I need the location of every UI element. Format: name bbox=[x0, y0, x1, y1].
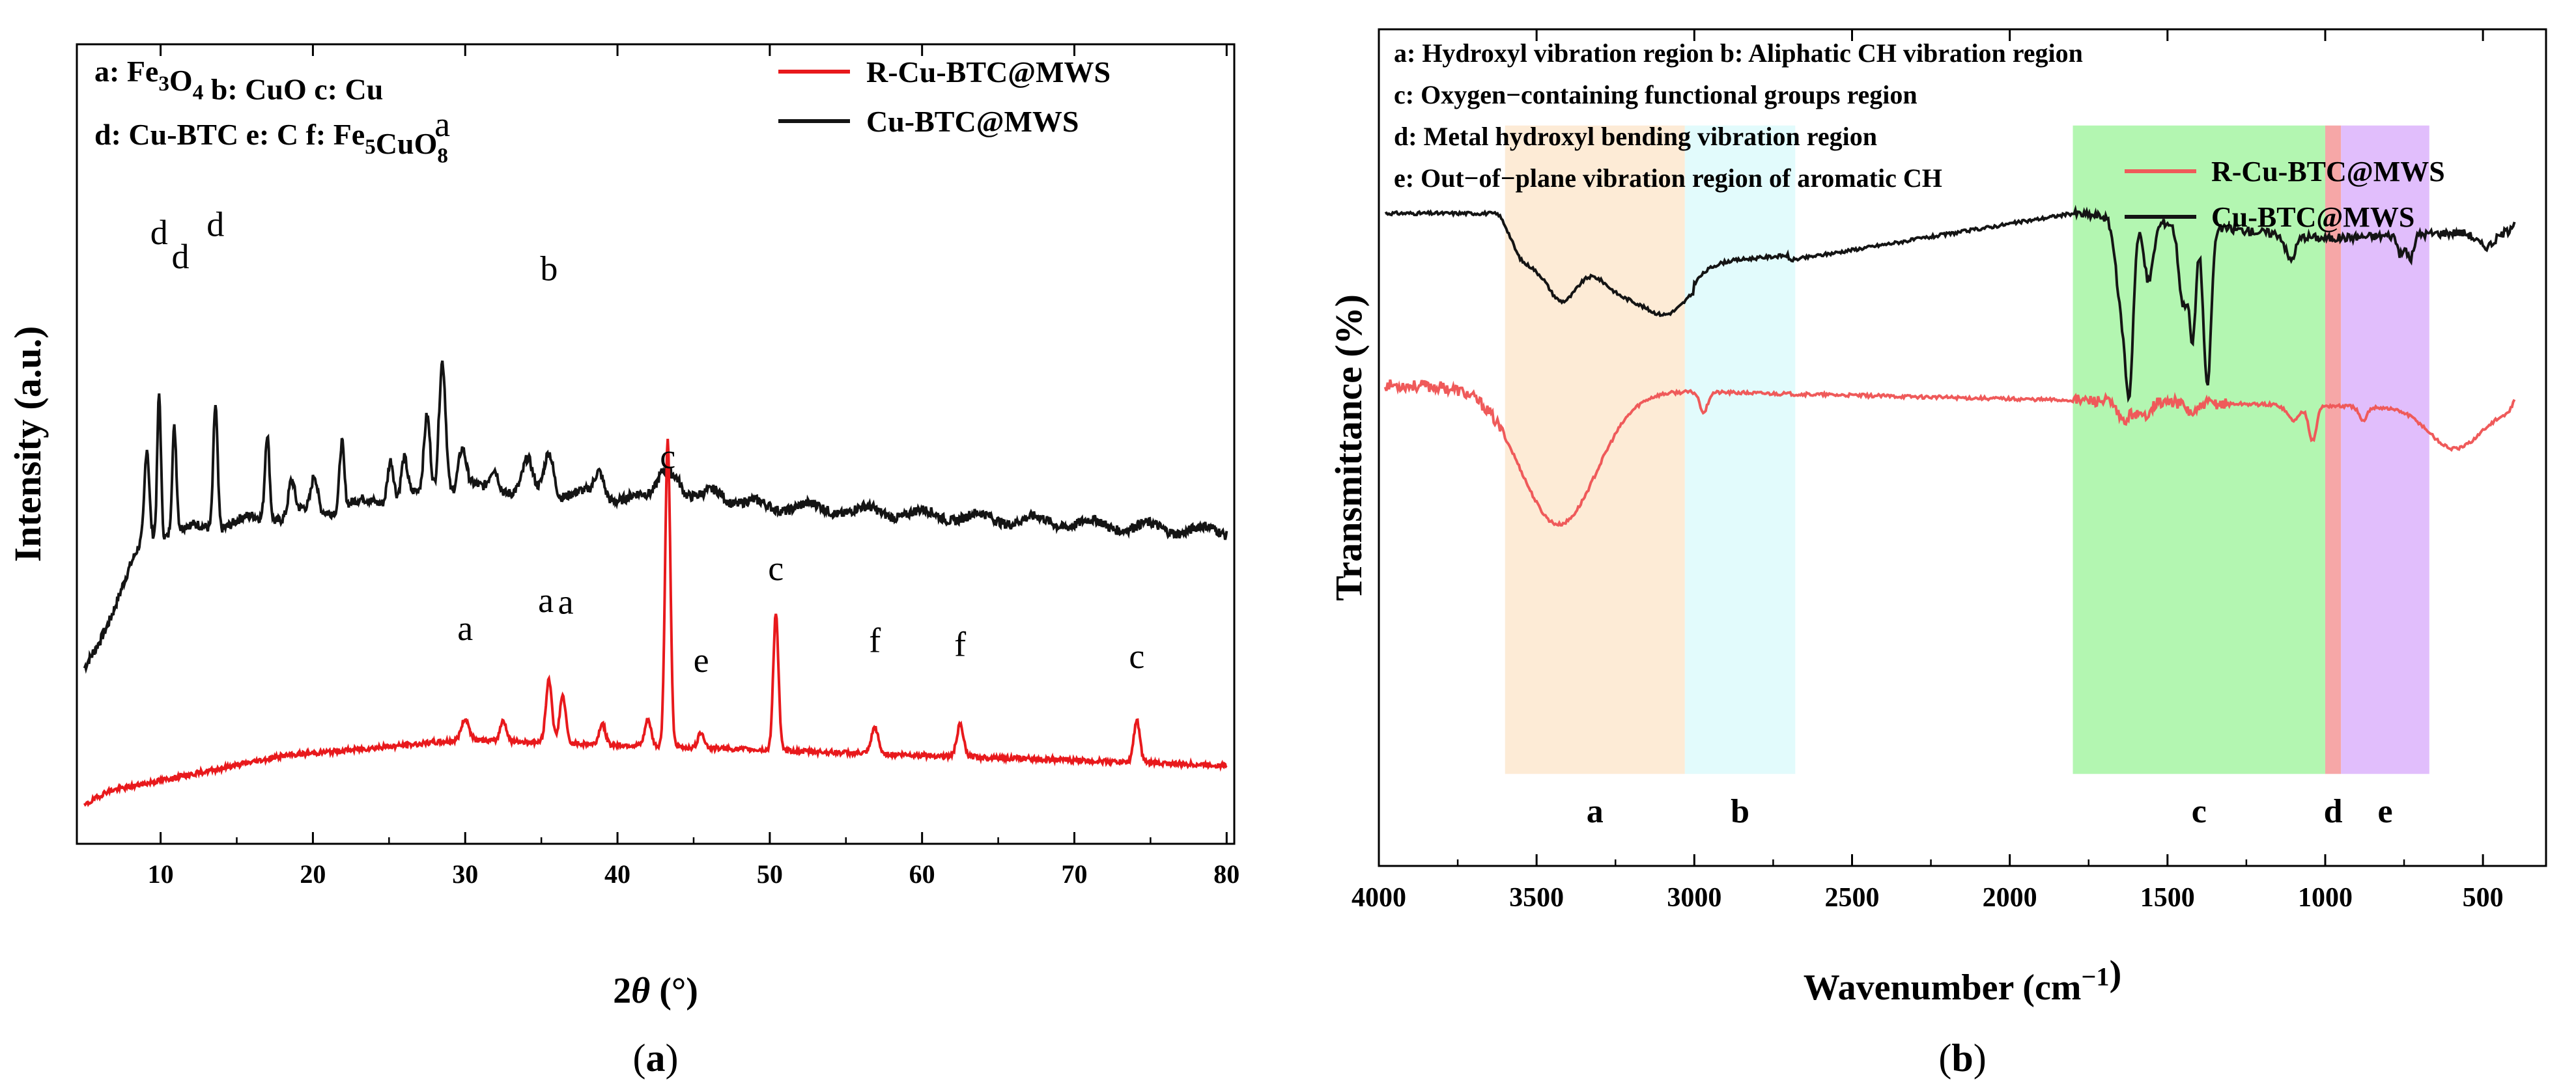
panel-sublabel-part: ( bbox=[633, 1037, 646, 1079]
x-axis-title-part: Wavenumber (cm bbox=[1804, 968, 2082, 1008]
peak-label: c bbox=[1129, 637, 1144, 676]
series-line-cu-btc-mws bbox=[1384, 204, 2516, 403]
series-line-r-cu-btc-mws bbox=[83, 438, 1228, 807]
x-axis-title-part: 2 bbox=[613, 971, 631, 1011]
region-label: c bbox=[2192, 793, 2207, 830]
x-tick-label: 3500 bbox=[1509, 883, 1564, 913]
phase-key-line-1-part: O bbox=[169, 64, 193, 97]
x-tick-label: 50 bbox=[757, 859, 783, 889]
phase-key-line-2-part: CuO bbox=[376, 127, 438, 160]
legend-label: Cu-BTC@MWS bbox=[2211, 201, 2414, 233]
panel-sublabel-part: a bbox=[646, 1037, 666, 1079]
panel-sublabel-part: ( bbox=[1938, 1037, 1951, 1079]
region-band-b bbox=[1684, 125, 1796, 774]
region-label: d bbox=[2324, 793, 2343, 830]
phase-key-line-1-part: a: Fe bbox=[94, 55, 158, 88]
x-tick-label: 2500 bbox=[1824, 883, 1879, 913]
panel-sublabel: (b) bbox=[1938, 1037, 1986, 1079]
x-tick-label: 3000 bbox=[1667, 883, 1721, 913]
x-tick-label: 4000 bbox=[1352, 883, 1406, 913]
phase-key-line-2-part: 8 bbox=[437, 144, 448, 168]
x-axis-title-part: ) bbox=[2110, 954, 2122, 994]
x-axis-title-part: (°) bbox=[650, 971, 698, 1011]
peak-label: a bbox=[457, 609, 473, 648]
x-tick-label: 20 bbox=[300, 859, 326, 889]
x-tick-label: 1500 bbox=[2140, 883, 2195, 913]
phase-key-line-1-part: 3 bbox=[158, 72, 169, 96]
region-band-a bbox=[1505, 125, 1685, 774]
phase-key-line-1-part: b: CuO c: Cu bbox=[203, 73, 383, 106]
region-label: b bbox=[1731, 793, 1749, 830]
x-axis-title: 2θ (°) bbox=[613, 971, 698, 1011]
y-axis-title: Transmittance (%) bbox=[1327, 294, 1370, 601]
region-label: a bbox=[1587, 793, 1604, 830]
peak-label: d bbox=[206, 205, 224, 244]
x-tick-label: 80 bbox=[1213, 859, 1239, 889]
legend-label: R-Cu-BTC@MWS bbox=[2211, 156, 2445, 188]
peak-label: c bbox=[660, 437, 675, 476]
peak-label: d bbox=[171, 237, 189, 276]
phase-key-line-1: a: Fe3O4 b: CuO c: Cu bbox=[94, 55, 383, 106]
region-band-d bbox=[2325, 125, 2342, 774]
peak-label: f bbox=[954, 624, 966, 663]
legend-panel-a: R-Cu-BTC@MWS Cu-BTC@MWS bbox=[778, 55, 1111, 138]
legend-label: Cu-BTC@MWS bbox=[866, 105, 1079, 138]
x-tick-label: 30 bbox=[452, 859, 478, 889]
plot-frame bbox=[76, 43, 1236, 845]
region-key-line: d: Metal hydroxyl bending vibration regi… bbox=[1394, 122, 1877, 151]
x-tick-label: 500 bbox=[2463, 883, 2504, 913]
peak-label: d bbox=[150, 213, 168, 252]
x-tick-label: 60 bbox=[909, 859, 935, 889]
panel-sublabel-part: ) bbox=[1974, 1037, 1987, 1079]
series-line-cu-btc-mws bbox=[83, 360, 1228, 674]
x-axis-title-part: θ bbox=[631, 971, 650, 1011]
legend-label: R-Cu-BTC@MWS bbox=[866, 55, 1111, 89]
phase-key-line-2-part: 5 bbox=[365, 135, 376, 159]
phase-key-line-2: d: Cu-BTC e: C f: Fe5CuO8 bbox=[94, 118, 448, 168]
x-tick-label: 10 bbox=[148, 859, 174, 889]
panel-b-ftir-chart: a b c d e 4000 3500 3000 2500 2000 1500 1000 500 Wave… bbox=[1327, 28, 2547, 1079]
x-tick-label: 2000 bbox=[1983, 883, 2037, 913]
x-axis-title-part: −1 bbox=[2081, 962, 2109, 992]
region-key-line: a: Hydroxyl vibration region b: Aliphati… bbox=[1394, 38, 2083, 68]
x-tick-label: 1000 bbox=[2298, 883, 2353, 913]
region-key-line: e: Out−of−plane vibration region of arom… bbox=[1394, 163, 1942, 193]
peak-label: a bbox=[538, 581, 554, 620]
x-tick-label: 70 bbox=[1061, 859, 1087, 889]
y-axis-title: Intensity (a.u.) bbox=[7, 326, 49, 563]
phase-key-line-2-part: d: Cu-BTC e: C f: Fe bbox=[94, 118, 365, 151]
peak-label: c bbox=[768, 549, 784, 588]
plot-frame bbox=[1378, 28, 2547, 867]
peak-label: f bbox=[869, 620, 881, 660]
peak-label: a bbox=[434, 105, 450, 144]
peak-label: a bbox=[558, 582, 574, 621]
panel-sublabel-part: b bbox=[1951, 1037, 1973, 1079]
x-tick-label: 40 bbox=[604, 859, 630, 889]
peak-label: b bbox=[540, 249, 558, 288]
legend-panel-b: R-Cu-BTC@MWS Cu-BTC@MWS bbox=[2125, 156, 2445, 233]
x-axis-title: Wavenumber (cm−1) bbox=[1804, 954, 2122, 1008]
panel-sublabel-part: ) bbox=[666, 1037, 679, 1079]
phase-key-line-1-part: 4 bbox=[193, 81, 204, 105]
peak-label: e bbox=[694, 641, 709, 680]
region-key-line: c: Oxygen−containing functional groups r… bbox=[1394, 80, 1918, 109]
region-band-c bbox=[2073, 125, 2325, 774]
series-line-r-cu-btc-mws bbox=[1383, 379, 2516, 527]
region-label: e bbox=[2377, 793, 2392, 830]
panel-sublabel: (a) bbox=[633, 1037, 679, 1079]
